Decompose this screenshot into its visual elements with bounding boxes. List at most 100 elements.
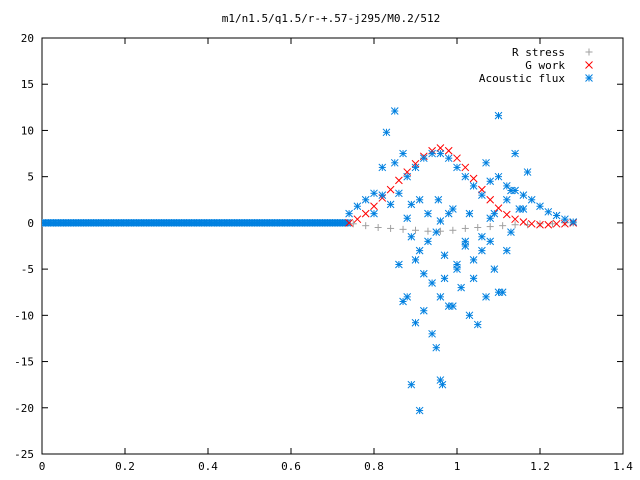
point-r-stress bbox=[511, 221, 519, 229]
point-acoustic-flux bbox=[436, 149, 445, 158]
point-r-stress bbox=[374, 224, 382, 232]
point-acoustic-flux bbox=[403, 214, 412, 223]
y-tick-label: -5 bbox=[21, 263, 34, 276]
point-acoustic-flux bbox=[444, 302, 453, 310]
point-acoustic-flux bbox=[478, 191, 486, 200]
point-g-work bbox=[469, 174, 478, 183]
point-g-work bbox=[345, 219, 353, 227]
point-acoustic-flux bbox=[415, 246, 424, 255]
point-acoustic-flux bbox=[502, 195, 511, 204]
point-acoustic-flux bbox=[469, 274, 478, 283]
point-acoustic-flux bbox=[440, 274, 449, 283]
point-g-work bbox=[519, 218, 528, 226]
point-acoustic-flux bbox=[440, 251, 449, 260]
plot-frame bbox=[41, 37, 624, 455]
point-acoustic-flux bbox=[407, 232, 416, 241]
point-acoustic-flux bbox=[432, 343, 441, 352]
point-acoustic-flux bbox=[569, 218, 578, 226]
point-g-work bbox=[502, 210, 511, 219]
point-r-stress bbox=[524, 221, 532, 229]
axis-ticks: 0 0.2 0.4 0.6 0.8 1 1.2 1.4 20 15 10 5 0 -5 -10 -15 -20 -… bbox=[14, 32, 633, 473]
point-g-work bbox=[478, 185, 486, 194]
point-acoustic-flux bbox=[561, 215, 569, 224]
y-tick-label: 15 bbox=[21, 78, 34, 91]
point-acoustic-flux bbox=[448, 205, 457, 213]
y-tick-label: -25 bbox=[14, 448, 34, 461]
point-acoustic-flux bbox=[378, 163, 387, 172]
point-acoustic-flux bbox=[428, 329, 436, 338]
point-acoustic-flux bbox=[403, 172, 412, 181]
point-acoustic-flux bbox=[399, 149, 407, 158]
point-acoustic-flux bbox=[482, 158, 490, 167]
point-g-work bbox=[494, 204, 503, 212]
point-acoustic-flux bbox=[519, 205, 528, 213]
point-acoustic-flux bbox=[473, 320, 482, 329]
point-g-work bbox=[527, 219, 536, 228]
point-acoustic-flux bbox=[461, 237, 470, 246]
point-acoustic-flux bbox=[353, 202, 362, 211]
y-tick-label: 20 bbox=[21, 32, 34, 45]
point-g-work bbox=[552, 219, 561, 228]
point-acoustic-flux bbox=[507, 186, 515, 195]
y-tick-label: 0 bbox=[27, 217, 34, 230]
point-acoustic-flux bbox=[444, 154, 453, 163]
point-acoustic-flux bbox=[419, 154, 428, 163]
point-acoustic-flux bbox=[432, 228, 441, 236]
point-acoustic-flux bbox=[523, 168, 532, 176]
legend-marker bbox=[585, 48, 593, 56]
point-acoustic-flux bbox=[494, 172, 503, 181]
y-tick-label: 5 bbox=[27, 171, 34, 184]
point-g-work bbox=[411, 159, 420, 168]
point-g-work bbox=[444, 146, 453, 155]
point-acoustic-flux bbox=[411, 256, 420, 264]
point-acoustic-flux bbox=[486, 237, 495, 246]
point-acoustic-flux bbox=[469, 182, 478, 190]
point-r-stress bbox=[536, 220, 544, 228]
legend-marker bbox=[585, 74, 593, 82]
x-tick-label: 0.6 bbox=[281, 460, 301, 473]
point-r-stress bbox=[474, 224, 482, 232]
point-acoustic-flux bbox=[415, 195, 424, 204]
point-acoustic-flux bbox=[465, 209, 474, 218]
point-g-work bbox=[386, 185, 395, 194]
point-acoustic-flux bbox=[486, 177, 495, 186]
point-acoustic-flux bbox=[436, 217, 445, 225]
point-r-stress bbox=[387, 224, 395, 232]
legend-label: R stress bbox=[512, 46, 565, 59]
point-r-stress bbox=[486, 223, 494, 231]
point-r-stress bbox=[362, 222, 370, 230]
point-r-stress bbox=[499, 222, 507, 230]
point-acoustic-flux bbox=[428, 279, 436, 287]
legend-label: Acoustic flux bbox=[479, 72, 565, 85]
x-tick-label: 0.4 bbox=[198, 460, 218, 473]
point-acoustic-flux bbox=[361, 195, 370, 204]
point-acoustic-flux bbox=[370, 189, 378, 198]
x-tick-label: 1 bbox=[454, 460, 461, 473]
chart-title: m1/n1.5/q1.5/r-+.57-j295/M0.2/512 bbox=[222, 12, 441, 25]
point-acoustic-flux bbox=[386, 200, 395, 209]
point-acoustic-flux bbox=[457, 283, 466, 292]
point-r-stress bbox=[349, 220, 357, 228]
point-acoustic-flux bbox=[482, 292, 490, 301]
point-acoustic-flux bbox=[419, 269, 428, 278]
x-tick-label: 0 bbox=[39, 460, 46, 473]
point-acoustic-flux bbox=[511, 149, 519, 158]
point-g-work bbox=[536, 220, 544, 229]
point-g-work bbox=[461, 163, 470, 172]
point-g-work bbox=[370, 202, 378, 211]
point-acoustic-flux bbox=[507, 228, 515, 236]
point-acoustic-flux bbox=[407, 380, 416, 389]
point-r-stress bbox=[436, 227, 444, 235]
point-acoustic-flux bbox=[395, 260, 403, 269]
point-g-work bbox=[453, 154, 461, 163]
y-tick-label: -10 bbox=[14, 309, 34, 322]
point-g-work bbox=[436, 144, 445, 152]
point-acoustic-flux bbox=[527, 195, 536, 204]
point-acoustic-flux bbox=[370, 209, 378, 218]
point-acoustic-flux bbox=[403, 292, 412, 301]
point-acoustic-flux bbox=[465, 311, 474, 320]
point-acoustic-flux bbox=[478, 246, 486, 255]
point-r-stress bbox=[399, 225, 407, 233]
point-acoustic-flux bbox=[378, 191, 387, 200]
